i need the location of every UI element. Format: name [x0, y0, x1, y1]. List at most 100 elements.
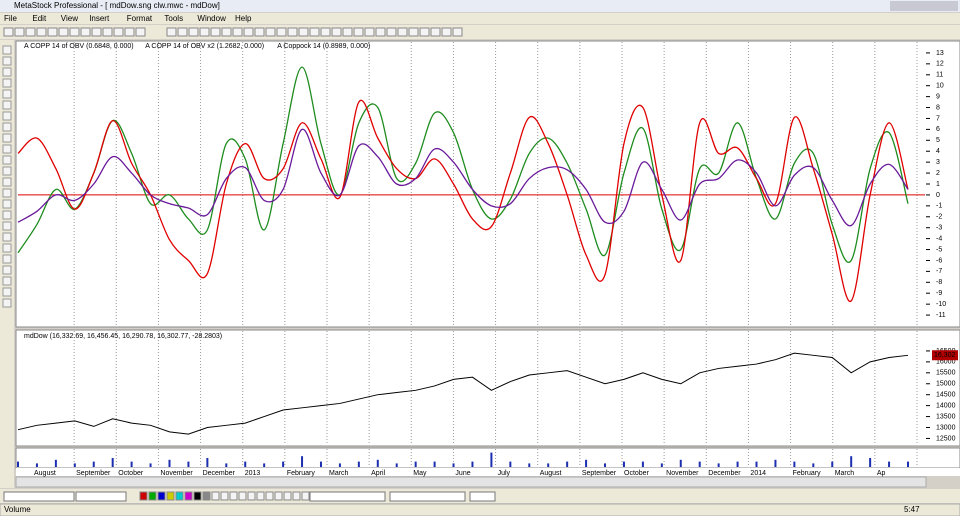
- bottom-button[interactable]: [211, 491, 220, 501]
- tool-button[interactable]: [2, 56, 12, 66]
- toolbar-button[interactable]: [232, 27, 243, 37]
- toolbar-button[interactable]: [298, 27, 309, 37]
- dropdown[interactable]: [389, 491, 466, 502]
- dropdown[interactable]: [309, 491, 386, 502]
- window-buttons[interactable]: [890, 1, 958, 11]
- bottom-button[interactable]: [175, 491, 184, 501]
- tool-button[interactable]: [2, 276, 12, 286]
- bottom-button[interactable]: [157, 491, 166, 501]
- toolbar-button[interactable]: [47, 27, 58, 37]
- tool-button[interactable]: [2, 100, 12, 110]
- tool-button[interactable]: [2, 287, 12, 297]
- tool-button[interactable]: [2, 243, 12, 253]
- bottom-button[interactable]: [301, 491, 310, 501]
- tool-button[interactable]: [2, 210, 12, 220]
- tool-button[interactable]: [2, 155, 12, 165]
- menu-item[interactable]: View: [61, 14, 78, 23]
- toolbar-button[interactable]: [221, 27, 232, 37]
- dropdown[interactable]: [3, 491, 75, 502]
- bottom-button[interactable]: [247, 491, 256, 501]
- menu-item[interactable]: Tools: [164, 14, 183, 23]
- bottom-button[interactable]: [184, 491, 193, 501]
- toolbar-button[interactable]: [254, 27, 265, 37]
- toolbar-button[interactable]: [102, 27, 113, 37]
- menu-item[interactable]: Insert: [89, 14, 110, 23]
- scrollbar[interactable]: [15, 476, 927, 488]
- bottom-button[interactable]: [139, 491, 148, 501]
- tool-button[interactable]: [2, 232, 12, 242]
- toolbar-button[interactable]: [309, 27, 320, 37]
- y-tick-label: 16000: [936, 359, 956, 366]
- toolbar-button[interactable]: [80, 27, 91, 37]
- toolbar-button[interactable]: [177, 27, 188, 37]
- y-tick-label: -11: [936, 312, 946, 319]
- tool-button[interactable]: [2, 254, 12, 264]
- toolbar-button[interactable]: [375, 27, 386, 37]
- tool-button[interactable]: [2, 111, 12, 121]
- toolbar-button[interactable]: [166, 27, 177, 37]
- bottom-button[interactable]: [283, 491, 292, 501]
- bottom-button[interactable]: [193, 491, 202, 501]
- toolbar-button[interactable]: [452, 27, 463, 37]
- toolbar-button[interactable]: [210, 27, 221, 37]
- toolbar-button[interactable]: [331, 27, 342, 37]
- toolbar-button[interactable]: [441, 27, 452, 37]
- tool-button[interactable]: [2, 221, 12, 231]
- bottom-button[interactable]: [292, 491, 301, 501]
- toolbar-button[interactable]: [342, 27, 353, 37]
- bottom-button[interactable]: [274, 491, 283, 501]
- toolbar-button[interactable]: [36, 27, 47, 37]
- tool-button[interactable]: [2, 188, 12, 198]
- toolbar-button[interactable]: [14, 27, 25, 37]
- toolbar-button[interactable]: [124, 27, 135, 37]
- toolbar-button[interactable]: [364, 27, 375, 37]
- toolbar-button[interactable]: [320, 27, 331, 37]
- toolbar-button[interactable]: [430, 27, 441, 37]
- toolbar-button[interactable]: [188, 27, 199, 37]
- menu-item[interactable]: Help: [235, 14, 252, 23]
- dropdown[interactable]: [469, 491, 496, 502]
- toolbar-button[interactable]: [353, 27, 364, 37]
- toolbar-button[interactable]: [25, 27, 36, 37]
- tool-button[interactable]: [2, 122, 12, 132]
- toolbar-button[interactable]: [386, 27, 397, 37]
- bottom-button[interactable]: [220, 491, 229, 501]
- toolbar-button[interactable]: [69, 27, 80, 37]
- toolbar-button[interactable]: [287, 27, 298, 37]
- dropdown[interactable]: [75, 491, 127, 502]
- bottom-button[interactable]: [202, 491, 211, 501]
- menu-item[interactable]: Window: [197, 14, 226, 23]
- menu-item[interactable]: File: [4, 14, 17, 23]
- tool-button[interactable]: [2, 67, 12, 77]
- tool-button[interactable]: [2, 199, 12, 209]
- toolbar-button[interactable]: [3, 27, 14, 37]
- tool-button[interactable]: [2, 89, 12, 99]
- tool-button[interactable]: [2, 144, 12, 154]
- tool-button[interactable]: [2, 78, 12, 88]
- bottom-button[interactable]: [256, 491, 265, 501]
- toolbar-button[interactable]: [58, 27, 69, 37]
- bottom-button[interactable]: [148, 491, 157, 501]
- toolbar-button[interactable]: [243, 27, 254, 37]
- toolbar-button[interactable]: [276, 27, 287, 37]
- tool-button[interactable]: [2, 177, 12, 187]
- menu-item[interactable]: Format: [127, 14, 153, 23]
- bottom-button[interactable]: [166, 491, 175, 501]
- bottom-button[interactable]: [229, 491, 238, 501]
- toolbar-button[interactable]: [113, 27, 124, 37]
- toolbar-button[interactable]: [91, 27, 102, 37]
- toolbar-button[interactable]: [397, 27, 408, 37]
- toolbar-button[interactable]: [419, 27, 430, 37]
- tool-button[interactable]: [2, 298, 12, 308]
- toolbar-button[interactable]: [408, 27, 419, 37]
- toolbar-button[interactable]: [199, 27, 210, 37]
- bottom-button[interactable]: [265, 491, 274, 501]
- bottom-button[interactable]: [238, 491, 247, 501]
- tool-button[interactable]: [2, 45, 12, 55]
- tool-button[interactable]: [2, 166, 12, 176]
- toolbar-button[interactable]: [265, 27, 276, 37]
- menu-item[interactable]: Edit: [32, 14, 47, 23]
- tool-button[interactable]: [2, 133, 12, 143]
- tool-button[interactable]: [2, 265, 12, 275]
- toolbar-button[interactable]: [135, 27, 146, 37]
